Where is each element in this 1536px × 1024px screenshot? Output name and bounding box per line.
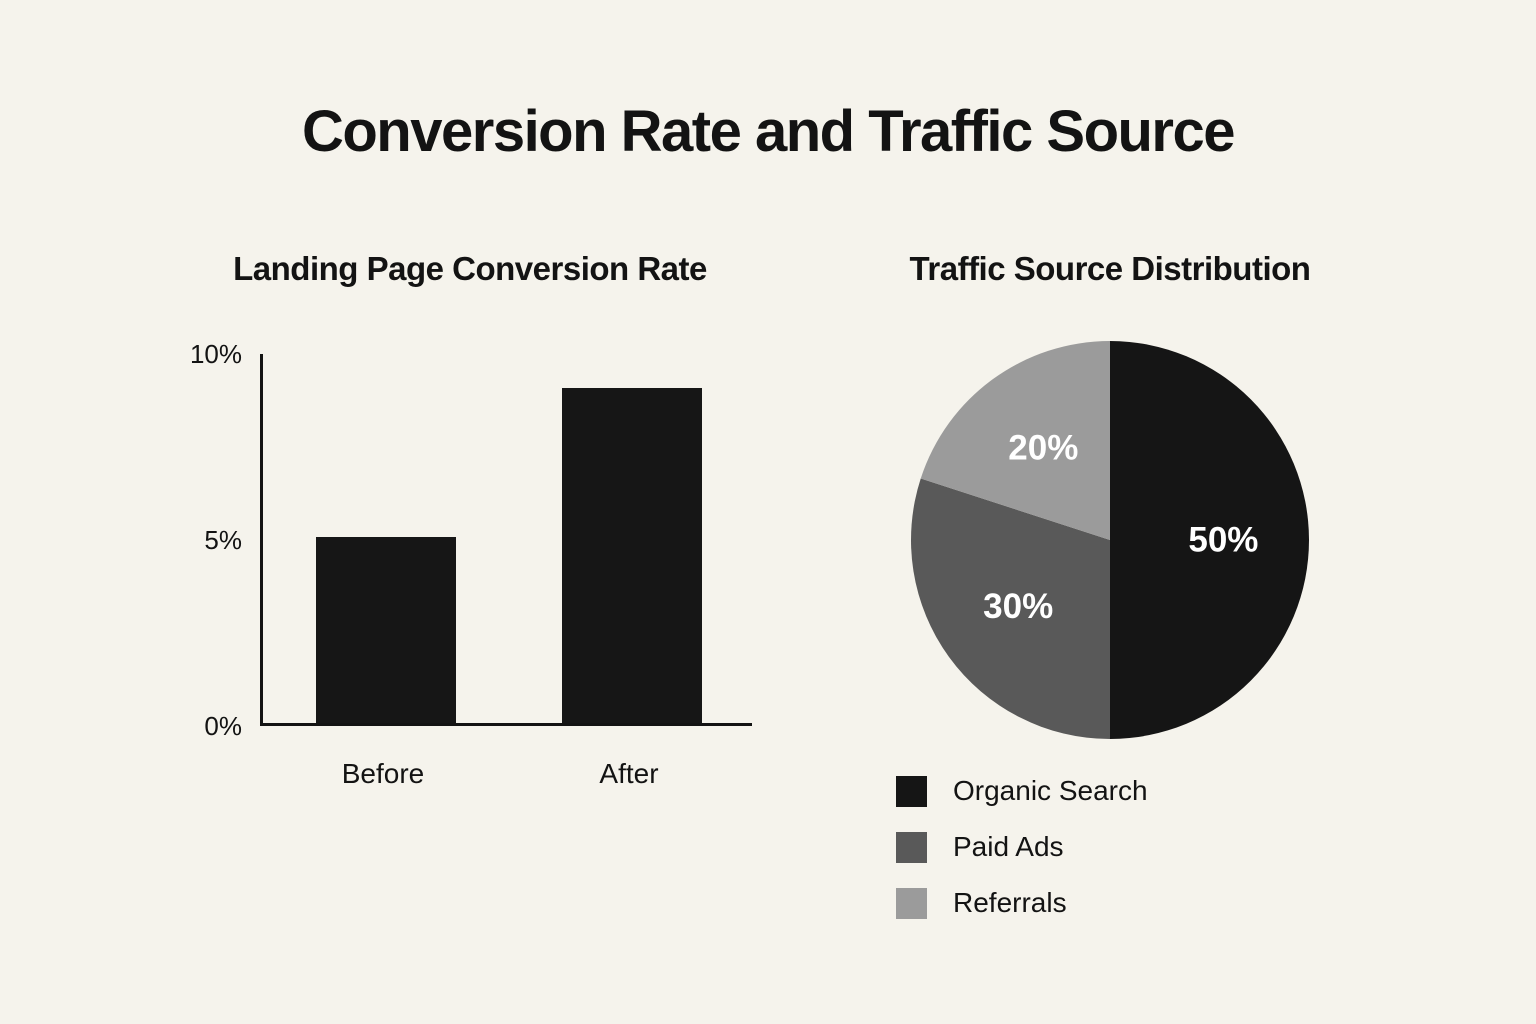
bar-chart-ytick-5: 5% — [204, 525, 242, 555]
pie-slice-organic-search — [1110, 341, 1309, 739]
bar-chart-ytick-10: 10% — [189, 339, 242, 369]
bar-before — [316, 537, 456, 723]
page-title: Conversion Rate and Traffic Source — [301, 99, 1236, 164]
pie-chart: 50% 30% 20% — [910, 340, 1310, 740]
bar-chart-panel: Landing Page Conversion Rate 0% 5% 10% Bef… — [150, 250, 790, 870]
pie-slice-referrals — [920, 341, 1110, 540]
bar-chart-category-label-before: Before — [341, 758, 425, 789]
bar-chart-y-axis: 0% 5% 10% — [150, 341, 242, 739]
bar-chart: 0% 5% 10% Before After — [150, 341, 790, 824]
pie-slice-paid-ads — [911, 478, 1110, 739]
bar-chart-plot-area — [260, 354, 752, 726]
legend-item-organic-search: Organic Search — [896, 775, 1148, 807]
pie-slice-value-label-paid-ads: 30% — [983, 587, 1053, 626]
legend-swatch-paid-ads — [896, 832, 927, 863]
pie-chart-panel: Traffic Source Distribution 50% 30% 20% Or… — [850, 250, 1370, 970]
legend-swatch-referrals — [896, 888, 927, 919]
legend-item-paid-ads: Paid Ads — [896, 831, 1148, 863]
bar-chart-category-label-after: After — [599, 758, 659, 789]
bar-chart-title: Landing Page Conversion Rate — [233, 250, 707, 287]
pie-chart-title: Traffic Source Distribution — [909, 250, 1311, 287]
bar-after — [562, 388, 702, 723]
legend-label-organic-search: Organic Search — [953, 775, 1148, 807]
pie-chart-svg: 50% 30% 20% — [911, 341, 1309, 739]
legend-swatch-organic-search — [896, 776, 927, 807]
legend-label-paid-ads: Paid Ads — [953, 831, 1064, 863]
pie-slice-value-label-organic-search: 50% — [1188, 521, 1258, 560]
legend-item-referrals: Referrals — [896, 887, 1148, 919]
bar-chart-x-axis: Before After — [260, 726, 752, 796]
pie-slice-value-label-referrals: 20% — [1008, 429, 1078, 468]
pie-legend: Organic Search Paid Ads Referrals — [896, 775, 1148, 919]
legend-label-referrals: Referrals — [953, 887, 1067, 919]
bar-chart-ytick-0: 0% — [204, 711, 242, 741]
